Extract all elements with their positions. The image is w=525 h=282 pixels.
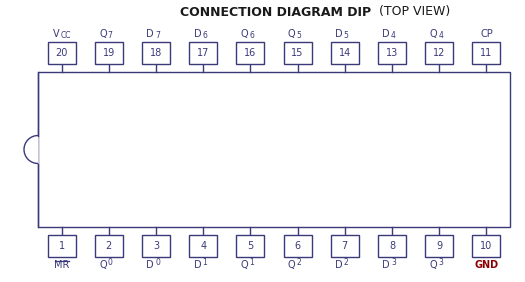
Text: D: D (194, 260, 201, 270)
Text: 1: 1 (59, 241, 65, 251)
Bar (472, 42, 500, 64)
Text: D: D (335, 29, 343, 39)
Text: Q: Q (99, 260, 107, 270)
Text: 5: 5 (297, 31, 301, 40)
Text: D: D (146, 260, 154, 270)
Text: D: D (382, 260, 390, 270)
Bar (38, 72, 510, 227)
Text: D: D (335, 260, 343, 270)
Text: MR: MR (54, 260, 69, 270)
Text: 3: 3 (153, 241, 159, 251)
Bar (142, 42, 170, 64)
Text: 19: 19 (103, 48, 115, 58)
Text: 0: 0 (155, 258, 160, 267)
Text: 2: 2 (106, 241, 112, 251)
Text: 3: 3 (438, 258, 443, 267)
Text: (TOP VIEW): (TOP VIEW) (375, 6, 450, 19)
Bar (95, 235, 123, 257)
Text: 15: 15 (291, 48, 304, 58)
Text: 6: 6 (249, 31, 254, 40)
Text: D: D (194, 29, 201, 39)
Bar (236, 235, 265, 257)
Bar (378, 42, 406, 64)
Text: V: V (53, 29, 60, 39)
Text: 6: 6 (295, 241, 301, 251)
Bar (189, 235, 217, 257)
Bar (331, 235, 359, 257)
Bar (425, 235, 453, 257)
Text: 1: 1 (249, 258, 254, 267)
Text: 5: 5 (247, 241, 254, 251)
Text: Q: Q (99, 29, 107, 39)
Bar (142, 235, 170, 257)
Text: Q: Q (429, 260, 437, 270)
Text: 3: 3 (391, 258, 396, 267)
Text: 5: 5 (344, 31, 349, 40)
Text: CC: CC (60, 31, 71, 40)
Text: 11: 11 (480, 48, 492, 58)
Text: 4: 4 (200, 241, 206, 251)
Text: 6: 6 (202, 31, 207, 40)
Text: 10: 10 (480, 241, 492, 251)
Text: Q: Q (429, 29, 437, 39)
Text: GND: GND (475, 260, 498, 270)
Bar (284, 42, 312, 64)
Bar (425, 42, 453, 64)
Bar (48, 235, 76, 257)
Wedge shape (24, 135, 38, 164)
Bar (236, 42, 265, 64)
Text: 7: 7 (342, 241, 348, 251)
Text: 18: 18 (150, 48, 162, 58)
Text: D: D (382, 29, 390, 39)
Text: 0: 0 (108, 258, 113, 267)
Text: Q: Q (288, 29, 296, 39)
Text: 12: 12 (433, 48, 445, 58)
Bar (189, 42, 217, 64)
Text: 13: 13 (386, 48, 398, 58)
Text: 4: 4 (438, 31, 443, 40)
Text: 20: 20 (56, 48, 68, 58)
Text: D: D (146, 29, 154, 39)
Text: Q: Q (241, 260, 248, 270)
Text: 9: 9 (436, 241, 442, 251)
Text: 8: 8 (389, 241, 395, 251)
Text: Q: Q (288, 260, 296, 270)
Text: CP: CP (480, 29, 493, 39)
Text: 7: 7 (155, 31, 160, 40)
Bar (472, 235, 500, 257)
Text: 16: 16 (244, 48, 257, 58)
Bar (284, 235, 312, 257)
Text: 14: 14 (339, 48, 351, 58)
Text: 1: 1 (202, 258, 207, 267)
Text: Q: Q (241, 29, 248, 39)
Text: CONNECTION DIAGRAM DIP: CONNECTION DIAGRAM DIP (180, 6, 371, 19)
Text: 2: 2 (297, 258, 301, 267)
Text: 17: 17 (197, 48, 209, 58)
Text: 2: 2 (344, 258, 349, 267)
Text: 7: 7 (108, 31, 113, 40)
Text: 4: 4 (391, 31, 396, 40)
Bar (378, 235, 406, 257)
Bar (331, 42, 359, 64)
Bar (48, 42, 76, 64)
Bar (95, 42, 123, 64)
